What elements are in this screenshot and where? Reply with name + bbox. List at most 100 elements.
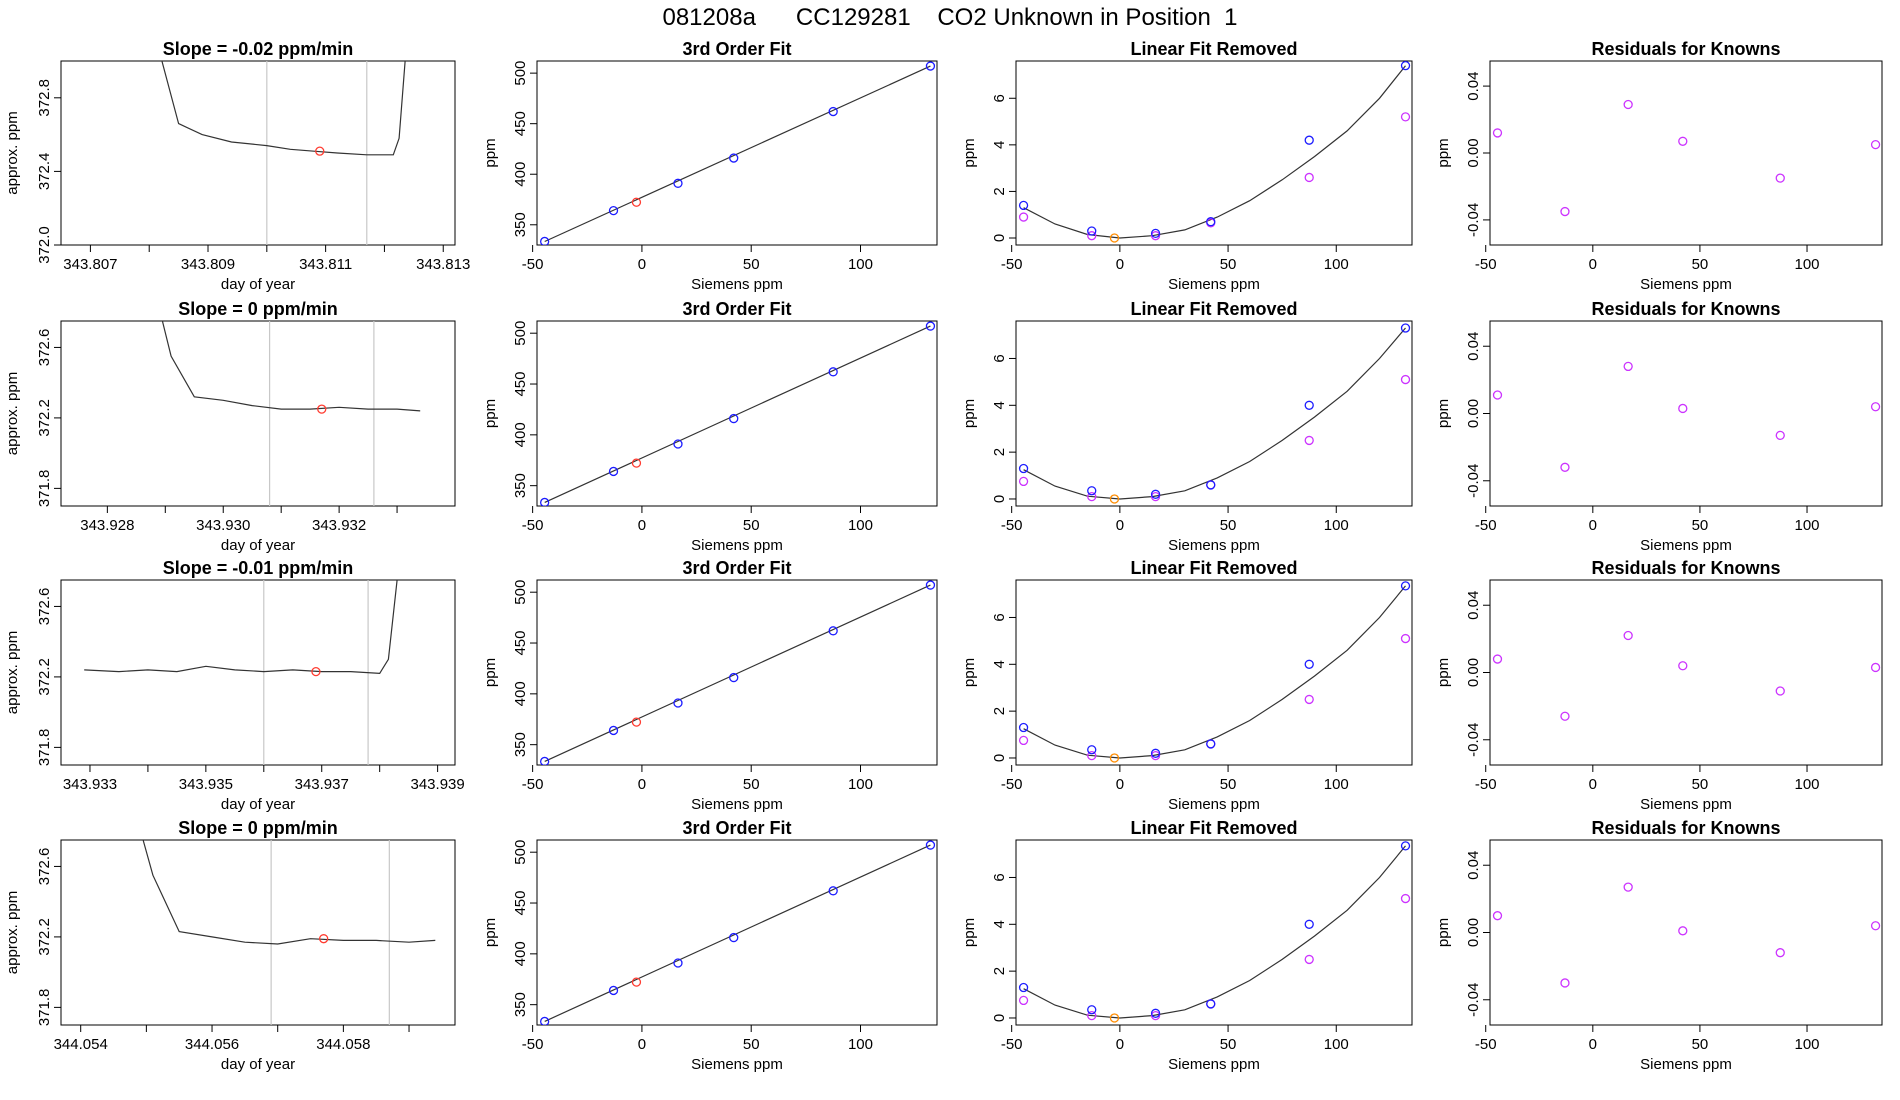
known-point xyxy=(1206,480,1216,490)
data-layer xyxy=(1018,61,1411,243)
panel-title: Residuals for Knowns xyxy=(1591,558,1780,578)
y-tick-label: 500 xyxy=(512,580,529,605)
x-tick-label: 0 xyxy=(1116,256,1124,273)
panel-title: 3rd Order Fit xyxy=(682,818,791,838)
known-point-alt xyxy=(1018,476,1029,487)
y-axis-label: ppm xyxy=(1435,399,1452,428)
residual-point xyxy=(1870,402,1881,412)
plot-frame xyxy=(60,839,456,1026)
residual-point xyxy=(1560,711,1570,721)
known-point-alt xyxy=(1304,172,1314,183)
fit-line xyxy=(544,584,931,762)
x-tick-label: 343.932 xyxy=(312,517,366,534)
x-tick-label: -50 xyxy=(522,1036,544,1053)
x-tick-label: -50 xyxy=(522,256,544,273)
y-tick-label: 0 xyxy=(991,495,1008,503)
y-tick-label: 0 xyxy=(991,1014,1008,1022)
x-axis-label: Siemens ppm xyxy=(1168,276,1260,293)
known-point xyxy=(1150,1008,1161,1018)
x-axis-label: Siemens ppm xyxy=(1640,276,1732,293)
residual-point xyxy=(1870,662,1881,673)
x-tick-label: 343.937 xyxy=(295,776,349,793)
y-axis-label: ppm xyxy=(961,658,978,687)
y-tick-label: 2 xyxy=(991,707,1008,715)
plot-frame xyxy=(1015,60,1413,246)
y-tick-label: 0 xyxy=(991,754,1008,762)
x-tick-label: 100 xyxy=(1324,256,1349,273)
known-point xyxy=(1400,841,1411,851)
y-tick-label: 6 xyxy=(991,613,1008,621)
residual-point xyxy=(1560,206,1570,217)
known-point xyxy=(673,178,683,188)
y-tick-label: 400 xyxy=(512,422,529,447)
residual-point xyxy=(1492,128,1503,138)
x-tick-label: 0 xyxy=(638,517,646,534)
known-point xyxy=(925,61,936,71)
plot-frame xyxy=(536,579,938,766)
known-point-alt xyxy=(1018,735,1029,746)
y-tick-label: 372.0 xyxy=(36,226,53,264)
x-tick-label: 50 xyxy=(1692,256,1709,273)
quadratic-curve xyxy=(1023,327,1406,500)
ppm-trace-line xyxy=(142,840,436,945)
y-tick-label: 500 xyxy=(512,840,529,865)
average-marker xyxy=(315,146,325,156)
x-tick-label: 0 xyxy=(638,1036,646,1053)
panel-residuals-row-3: Residuals for Knowns -50 0 50 100 -0.04 0.00 0.… xyxy=(1435,558,1883,813)
panel-title: Linear Fit Removed xyxy=(1130,39,1297,59)
x-tick-label: 0 xyxy=(1589,517,1597,534)
y-tick-label: 450 xyxy=(512,372,529,397)
y-tick-label: 350 xyxy=(512,473,529,498)
x-axis-label: day of year xyxy=(221,537,295,554)
ppm-trace-line xyxy=(161,61,406,156)
x-tick-label: 100 xyxy=(1324,776,1349,793)
x-tick-label: -50 xyxy=(522,776,544,793)
x-tick-label: 0 xyxy=(638,256,646,273)
x-tick-label: 50 xyxy=(1220,517,1237,534)
average-marker xyxy=(311,666,321,677)
known-point xyxy=(1206,999,1216,1009)
residual-point xyxy=(1560,978,1570,988)
x-tick-label: -50 xyxy=(522,517,544,534)
x-axis-label: day of year xyxy=(221,276,295,293)
x-tick-label: -50 xyxy=(1475,1036,1497,1053)
x-tick-label: 0 xyxy=(1116,1036,1124,1053)
x-tick-label: 50 xyxy=(743,256,760,273)
x-tick-label: 100 xyxy=(848,776,873,793)
known-point xyxy=(1087,1005,1097,1015)
residual-point xyxy=(1623,630,1633,641)
known-point-alt xyxy=(1304,954,1314,965)
panel-title: Residuals for Knowns xyxy=(1591,39,1780,59)
x-tick-label: 50 xyxy=(1220,256,1237,273)
data-layer xyxy=(1492,361,1881,472)
panel-title: Slope = 0 ppm/min xyxy=(178,299,338,319)
y-tick-label: 371.8 xyxy=(36,989,53,1027)
x-tick-label: 0 xyxy=(1116,517,1124,534)
y-tick-label: 4 xyxy=(991,141,1008,149)
known-point xyxy=(729,413,739,424)
known-point xyxy=(1150,228,1161,239)
known-point xyxy=(1304,400,1314,410)
known-point-alt xyxy=(1087,750,1097,761)
x-tick-label: 100 xyxy=(1795,776,1820,793)
x-tick-label: 50 xyxy=(1692,776,1709,793)
known-point-alt xyxy=(1087,231,1097,241)
known-point xyxy=(1400,581,1411,591)
panel-cubic-fit-row-3: 3rd Order Fit -50 0 50 100 350 400 450 500 Siemen… xyxy=(482,558,938,813)
y-tick-label: 6 xyxy=(991,354,1008,362)
panel-trace-row-1: Slope = -0.02 ppm/min 343.807 343.809 343.8… xyxy=(4,39,470,293)
panel-title: Slope = -0.02 ppm/min xyxy=(163,39,354,59)
panel-residuals-row-4: Residuals for Knowns -50 0 50 100 -0.04 0.00 0.… xyxy=(1435,818,1883,1073)
known-point-alt xyxy=(1400,893,1411,904)
known-point xyxy=(828,367,838,377)
known-point xyxy=(608,205,619,216)
known-point xyxy=(1304,135,1314,145)
panel-title: Linear Fit Removed xyxy=(1130,558,1297,578)
x-axis-label: Siemens ppm xyxy=(1168,537,1260,554)
y-axis-label: ppm xyxy=(961,399,978,428)
y-axis-label: approx. ppm xyxy=(4,631,21,714)
x-tick-label: 0 xyxy=(1589,776,1597,793)
ppm-trace-line xyxy=(161,321,421,412)
y-tick-label: -0.04 xyxy=(1465,464,1482,498)
x-axis-label: Siemens ppm xyxy=(1640,537,1732,554)
